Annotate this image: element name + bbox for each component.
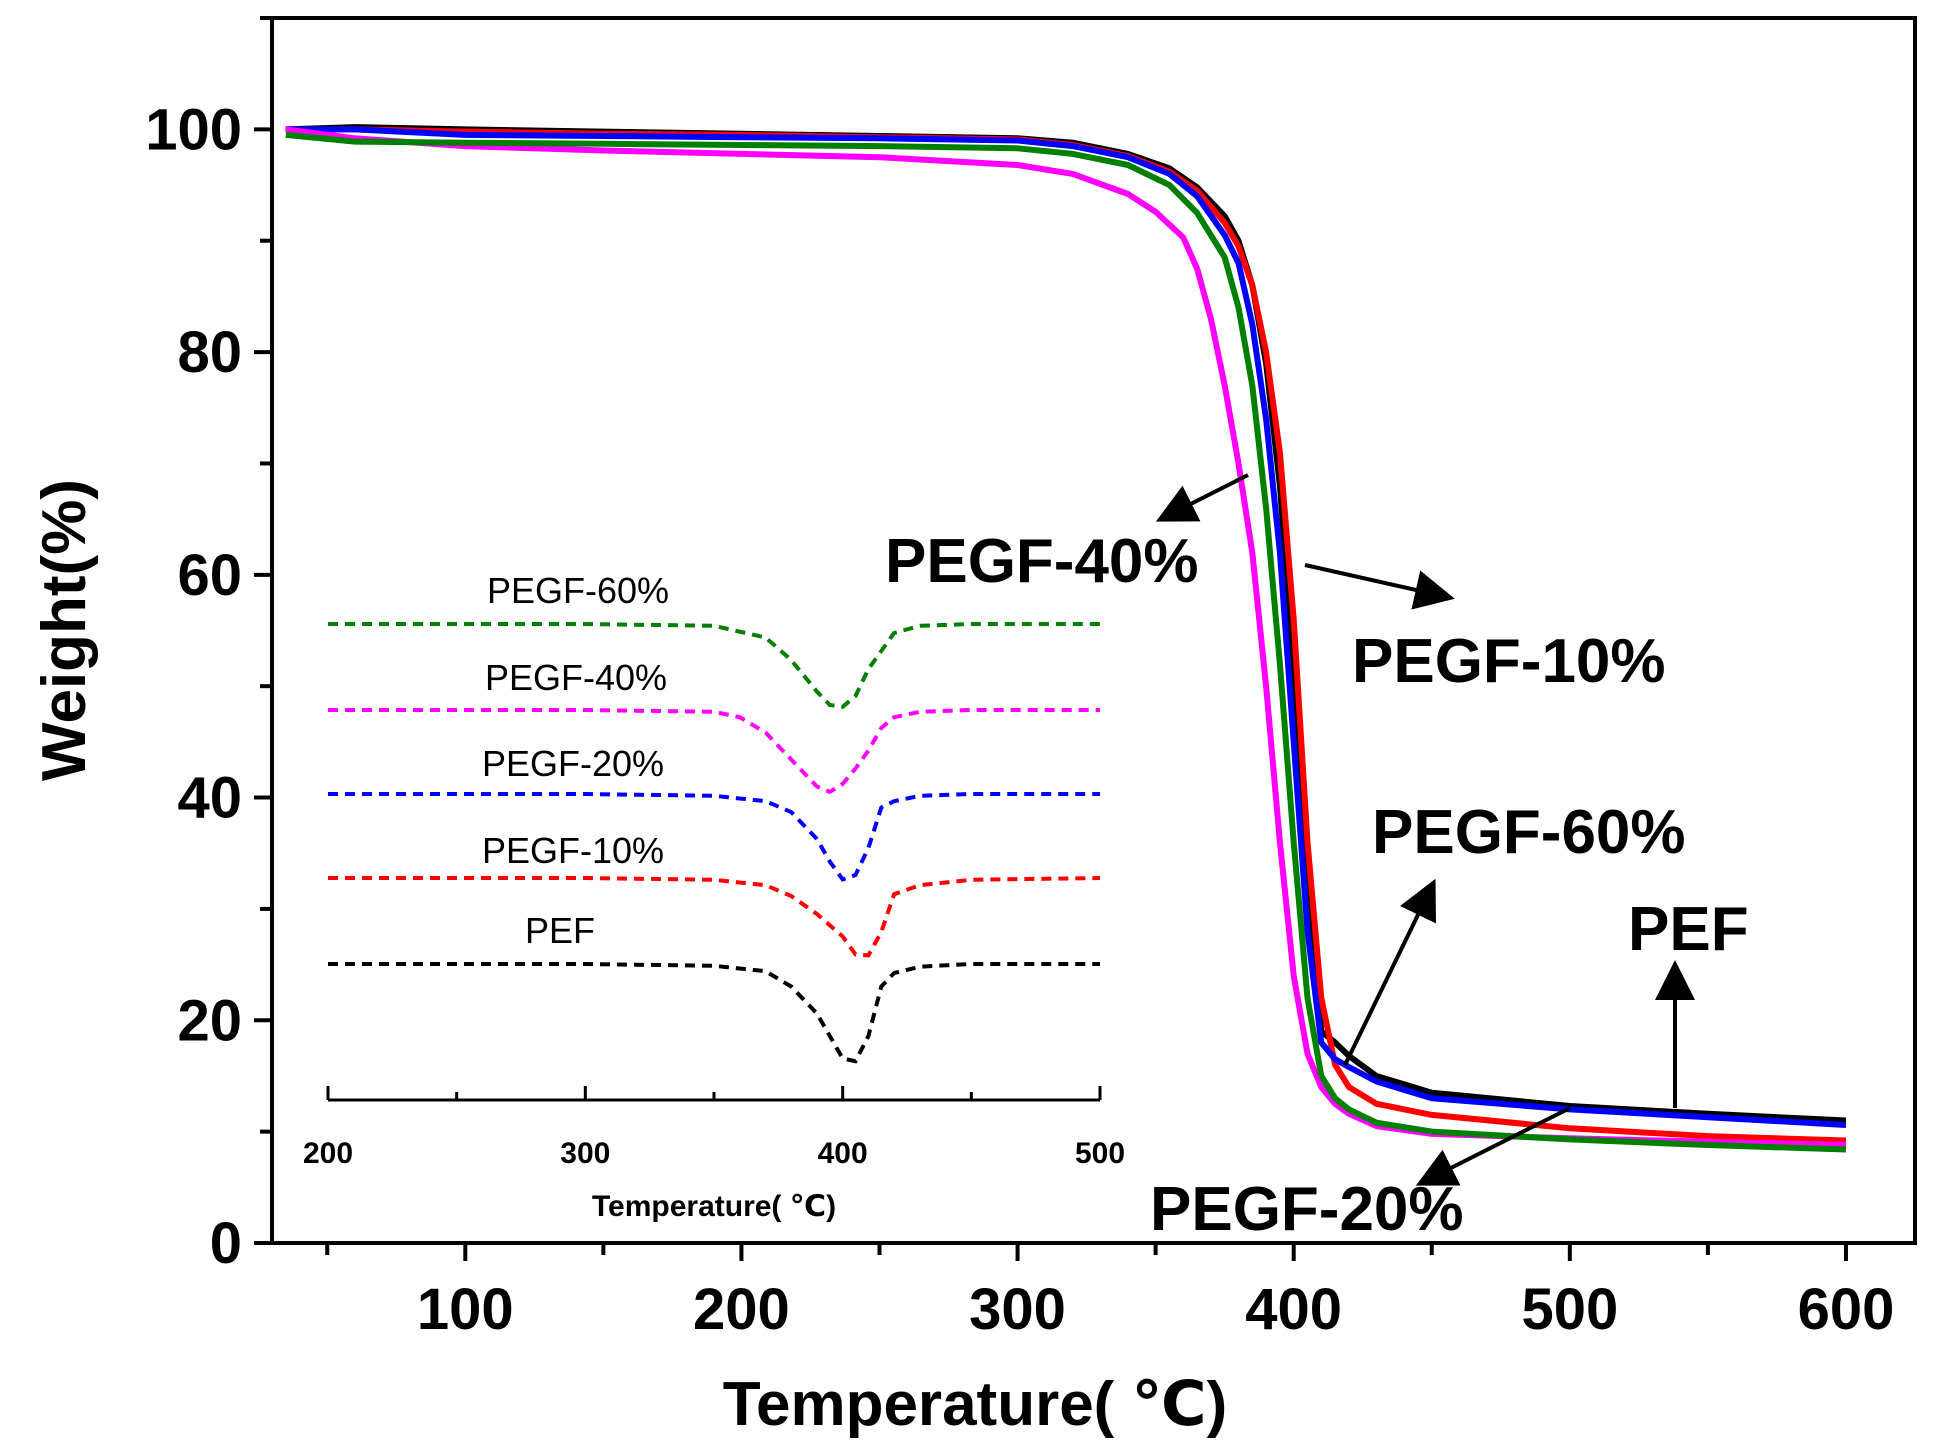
inset-series-group [328, 622, 1101, 1064]
main-y-ticks: 0 20 40 60 80 100 [145, 16, 272, 1276]
arrow-pegf-20 [1415, 1106, 1571, 1186]
inset-label-pegf-60: PEGF-60% [487, 570, 669, 611]
inset-x-tick-label: 400 [818, 1137, 868, 1170]
main-y-tick-label: 0 [210, 1211, 242, 1276]
main-x-tick-label: 300 [969, 1277, 1066, 1342]
inset-label-pegf-40: PEGF-40% [485, 657, 667, 698]
inset-series-line-pegf-10 [328, 876, 1101, 958]
arrow-pegf-10 [1304, 563, 1455, 610]
main-y-tick-label: 80 [177, 320, 242, 385]
inset-label-pef: PEF [525, 910, 595, 951]
annotation-pegf-60: PEGF-60% [1372, 798, 1686, 867]
inset-series-line-pegf-60 [328, 622, 1100, 709]
dtg-inset: 200 300 400 500 Temperature( ℃) PEGF-60% PE… [303, 570, 1125, 1223]
main-y-tick-label: 40 [177, 766, 242, 831]
main-y-tick-label: 100 [145, 97, 242, 162]
main-x-tick-label: 200 [693, 1277, 790, 1342]
arrow-pegf-60 [1343, 878, 1436, 1066]
main-series-group [285, 124, 1847, 1153]
inset-x-axis-title: Temperature( ℃) [592, 1190, 836, 1223]
main-y-tick-label: 60 [177, 543, 242, 608]
series-line-pegf-60 [285, 131, 1847, 1153]
main-x-tick-label: 400 [1245, 1277, 1342, 1342]
main-x-ticks: 100 200 300 400 500 600 [325, 1243, 1895, 1342]
main-plot-frame [270, 16, 1917, 1245]
annotation-pegf-20: PEGF-20% [1150, 1175, 1464, 1244]
main-x-tick-label: 600 [1798, 1277, 1895, 1342]
main-x-tick-label: 100 [417, 1277, 514, 1342]
inset-label-pegf-20: PEGF-20% [482, 743, 664, 784]
annotation-pef: PEF [1628, 895, 1749, 964]
annotation-pegf-10: PEGF-10% [1352, 627, 1666, 696]
arrow-pegf-40 [1155, 473, 1249, 522]
main-y-axis-title: Weight(%) [30, 479, 99, 781]
inset-series-line-pef [328, 962, 1100, 1064]
inset-x-tick-label: 200 [303, 1137, 353, 1170]
inset-label-pegf-10: PEGF-10% [482, 830, 664, 871]
inset-series-line-pegf-20 [328, 792, 1100, 882]
inset-series-line-pegf-40 [328, 708, 1100, 795]
series-line-pegf-40 [285, 126, 1847, 1148]
inset-x-tick-label: 300 [560, 1137, 610, 1170]
annotation-pegf-40: PEGF-40% [885, 527, 1199, 596]
main-x-axis-title: Temperature( ℃) [723, 1370, 1228, 1439]
series-line-pegf-20 [285, 126, 1847, 1128]
main-x-tick-label: 500 [1521, 1277, 1618, 1342]
inset-x-tick-label: 500 [1075, 1137, 1125, 1170]
inset-x-ticks: 200 300 400 500 [303, 1086, 1125, 1170]
main-y-tick-label: 20 [177, 988, 242, 1053]
